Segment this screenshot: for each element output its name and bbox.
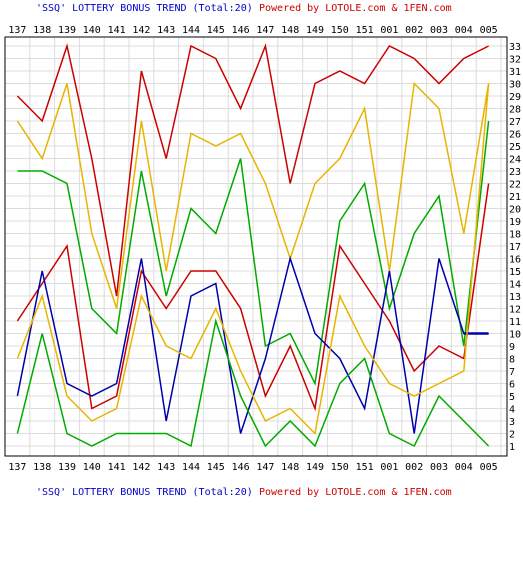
x-tick-label-top: 147 bbox=[256, 25, 274, 36]
series-line-2 bbox=[16, 81, 490, 309]
x-tick-label-top: 141 bbox=[108, 25, 126, 36]
x-tick-label-top: 151 bbox=[356, 25, 374, 36]
y-tick-label: 32 bbox=[509, 55, 521, 66]
y-tick-label: 6 bbox=[509, 380, 515, 391]
y-tick-label: 13 bbox=[509, 292, 521, 303]
x-tick-label-bottom: 141 bbox=[108, 462, 126, 473]
y-tick-label: 12 bbox=[509, 305, 521, 316]
y-tick-labels-right: 1234567891011121314151617181920212223242… bbox=[509, 42, 521, 453]
y-tick-label: 19 bbox=[509, 217, 521, 228]
y-tick-label: 7 bbox=[509, 367, 515, 378]
y-tick-label: 2 bbox=[509, 430, 515, 441]
y-tick-label: 21 bbox=[509, 192, 521, 203]
x-tick-label-top: 144 bbox=[182, 25, 200, 36]
x-tick-label-top: 003 bbox=[430, 25, 448, 36]
y-tick-label: 30 bbox=[509, 80, 521, 91]
x-tick-label-bottom: 146 bbox=[232, 462, 250, 473]
x-tick-label-bottom: 139 bbox=[58, 462, 76, 473]
y-tick-label: 11 bbox=[509, 317, 521, 328]
x-tick-label-top: 001 bbox=[380, 25, 398, 36]
x-tick-label-top: 146 bbox=[232, 25, 250, 36]
series-line-6 bbox=[16, 83, 490, 436]
y-tick-label: 33 bbox=[509, 42, 521, 53]
series-lines bbox=[16, 43, 490, 448]
series-line-1 bbox=[16, 43, 489, 297]
series-line-4 bbox=[16, 183, 490, 412]
y-tick-label: 17 bbox=[509, 242, 521, 253]
x-tick-label-bottom: 003 bbox=[430, 462, 448, 473]
y-tick-label: 5 bbox=[509, 392, 515, 403]
x-tick-label-bottom: 144 bbox=[182, 462, 200, 473]
x-tick-label-bottom: 143 bbox=[157, 462, 175, 473]
x-tick-label-bottom: 138 bbox=[33, 462, 51, 473]
header-powered-by: Powered by LOTOLE.com & 1FEN.com bbox=[259, 3, 452, 14]
header-chart-title: 'SSQ' LOTTERY BONUS TREND (Total:20) bbox=[36, 3, 253, 14]
x-tick-label-top: 004 bbox=[455, 25, 473, 36]
grid-lines bbox=[4, 37, 507, 456]
x-tick-label-top: 142 bbox=[132, 25, 150, 36]
x-tick-label-top: 148 bbox=[281, 25, 299, 36]
y-tick-label: 9 bbox=[509, 342, 515, 353]
x-tick-label-bottom: 002 bbox=[405, 462, 423, 473]
y-tick-label: 15 bbox=[509, 267, 521, 278]
x-tick-label-top: 145 bbox=[207, 25, 225, 36]
x-tick-label-top: 143 bbox=[157, 25, 175, 36]
x-tick-label-bottom: 148 bbox=[281, 462, 299, 473]
x-tick-labels-bottom: 137 138 139 140 141 142 143 144 145 146 147 148 149 1… bbox=[8, 462, 497, 473]
x-tick-label-bottom: 151 bbox=[356, 462, 374, 473]
x-tick-label-bottom: 150 bbox=[331, 462, 349, 473]
y-tick-label: 29 bbox=[509, 92, 521, 103]
plot-frame bbox=[4, 36, 508, 457]
x-tick-label-top: 005 bbox=[480, 25, 498, 36]
x-tick-label-bottom: 140 bbox=[83, 462, 101, 473]
y-tick-label: 8 bbox=[509, 355, 515, 366]
x-tick-label-bottom: 137 bbox=[8, 462, 26, 473]
x-tick-label-bottom: 147 bbox=[256, 462, 274, 473]
x-tick-label-bottom: 001 bbox=[380, 462, 398, 473]
series-line-7 bbox=[16, 318, 490, 448]
footer-chart-title: 'SSQ' LOTTERY BONUS TREND (Total:20) bbox=[36, 487, 253, 498]
x-tick-label-bottom: 004 bbox=[455, 462, 473, 473]
x-tick-label-top: 137 bbox=[8, 25, 26, 36]
y-tick-label: 1 bbox=[509, 442, 515, 453]
y-tick-label: 31 bbox=[509, 67, 521, 78]
x-tick-label-bottom: 005 bbox=[480, 462, 498, 473]
y-tick-label: 10 bbox=[509, 330, 521, 341]
y-tick-label: 3 bbox=[509, 417, 515, 428]
y-tick-label: 14 bbox=[509, 280, 521, 291]
x-tick-label-top: 149 bbox=[306, 25, 324, 36]
x-tick-label-bottom: 149 bbox=[306, 462, 324, 473]
y-tick-label: 22 bbox=[509, 180, 521, 191]
y-tick-label: 27 bbox=[509, 117, 521, 128]
x-tick-label-bottom: 145 bbox=[207, 462, 225, 473]
y-tick-label: 20 bbox=[509, 205, 521, 216]
y-tick-label: 23 bbox=[509, 167, 521, 178]
x-tick-label-top: 139 bbox=[58, 25, 76, 36]
x-tick-label-top: 138 bbox=[33, 25, 51, 36]
y-tick-label: 18 bbox=[509, 230, 521, 241]
y-tick-label: 28 bbox=[509, 105, 521, 116]
x-tick-label-top: 150 bbox=[331, 25, 349, 36]
y-tick-label: 24 bbox=[509, 155, 521, 166]
series-line-3 bbox=[17, 120, 490, 386]
x-tick-label-bottom: 142 bbox=[132, 462, 150, 473]
y-tick-label: 4 bbox=[509, 405, 515, 416]
footer-powered-by: Powered by LOTOLE.com & 1FEN.com bbox=[259, 487, 452, 498]
x-tick-label-top: 140 bbox=[83, 25, 101, 36]
y-tick-label: 26 bbox=[509, 130, 521, 141]
x-tick-label-top: 002 bbox=[405, 25, 423, 36]
x-tick-labels-top: 137 138 139 140 141 142 143 144 145 146 147 148 149 1… bbox=[8, 25, 497, 36]
y-tick-label: 25 bbox=[509, 142, 521, 153]
y-tick-label: 16 bbox=[509, 255, 521, 266]
